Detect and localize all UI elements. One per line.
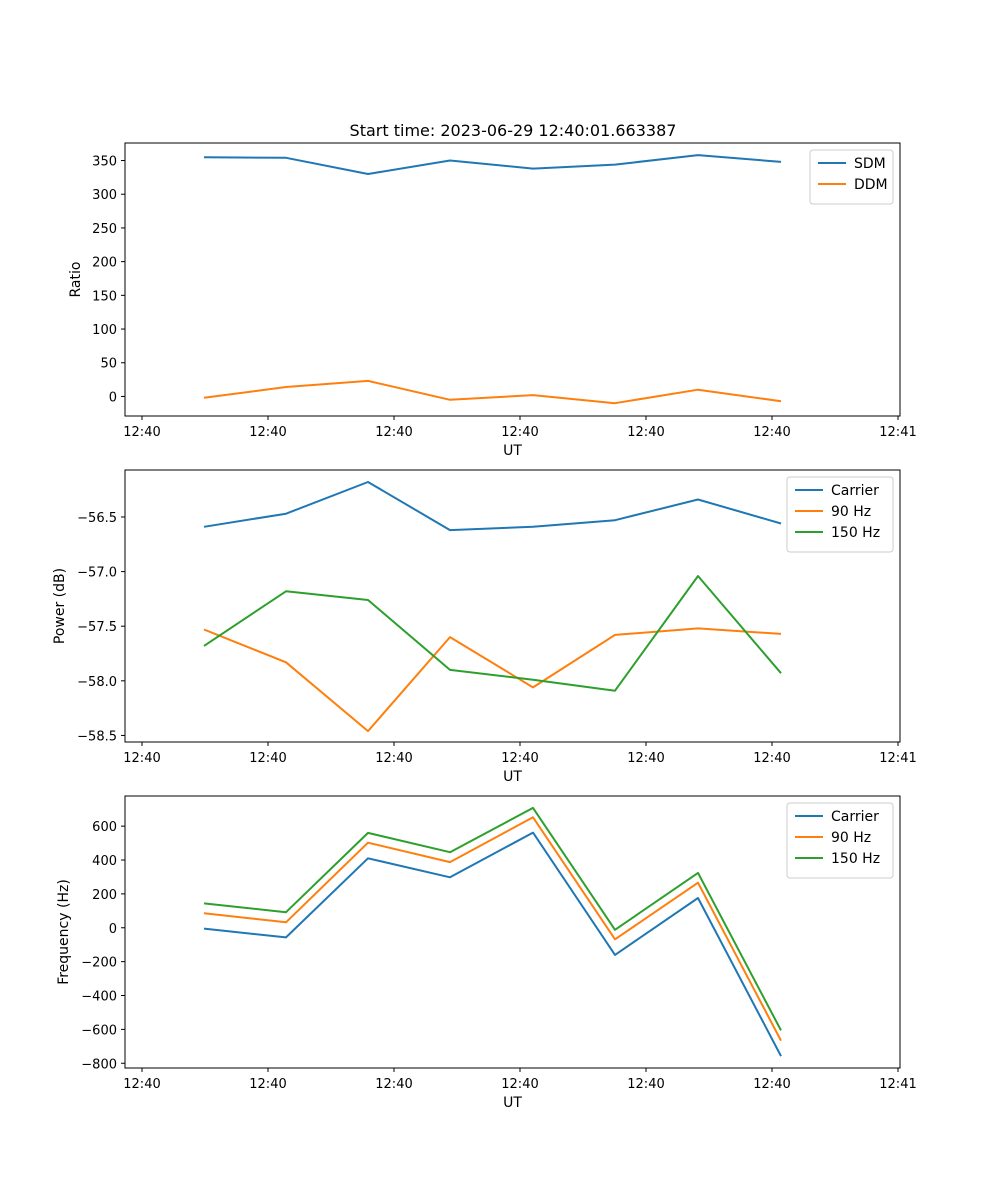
y-tick-label: 50 [100, 357, 117, 372]
series-line-90-hz [203, 627, 782, 733]
y-tick-label: 100 [92, 323, 117, 338]
plot-frame [124, 795, 901, 1069]
y-axis-label: Ratio [68, 262, 84, 298]
series-line-150-hz [203, 575, 782, 692]
series-line-carrier [203, 831, 782, 1057]
legend-label: DDM [854, 177, 888, 193]
x-tick-label: 12:40 [249, 751, 286, 766]
x-tick-label: 12:40 [123, 425, 160, 440]
x-tick-label: 12:40 [375, 751, 412, 766]
x-axis-label: UT [503, 769, 522, 785]
x-tick-label: 12:40 [753, 751, 790, 766]
x-tick-label: 12:40 [627, 425, 664, 440]
x-tick-label: 12:40 [627, 1077, 664, 1092]
y-tick-label: −56.5 [77, 511, 117, 526]
y-tick-label: −58.5 [77, 729, 117, 744]
y-axis-label: Power (dB) [52, 568, 68, 644]
y-tick-label: 600 [92, 820, 117, 835]
chart-title: Start time: 2023-06-29 12:40:01.663387 [350, 121, 677, 140]
chart-panel-1: 12:40 12:40 12:40 12:40 12:40 12:40 12:41 0 50 10… [68, 142, 917, 459]
series-line-150-hz [203, 806, 782, 1031]
legend-label: 90 Hz [831, 504, 871, 520]
x-tick-label: 12:40 [123, 1077, 160, 1092]
legend: SDM DDM [809, 149, 894, 205]
x-tick-label: 12:40 [627, 751, 664, 766]
legend-frame [786, 476, 894, 553]
plot-frame [124, 142, 901, 417]
legend: Carrier 90 Hz 150 Hz [786, 802, 894, 879]
x-tick-label: 12:40 [753, 425, 790, 440]
chart-panel-2: 12:40 12:40 12:40 12:40 12:40 12:40 12:41 −58.5… [52, 469, 917, 785]
x-tick-label: 12:40 [249, 425, 286, 440]
y-tick-label: −200 [81, 956, 117, 971]
y-tick-label: −600 [81, 1023, 117, 1038]
legend: Carrier 90 Hz 150 Hz [786, 476, 894, 553]
plot-frame [124, 469, 901, 743]
x-tick-label: 12:40 [375, 1077, 412, 1092]
legend-label: 150 Hz [831, 525, 880, 541]
y-axis-label: Frequency (Hz) [56, 879, 72, 985]
x-tick-label: 12:40 [501, 751, 538, 766]
y-tick-label: 400 [92, 854, 117, 869]
x-tick-label: 12:41 [879, 425, 916, 440]
x-tick-label: 12:40 [249, 1077, 286, 1092]
y-tick-label: 200 [92, 888, 117, 903]
x-tick-label: 12:40 [375, 425, 412, 440]
y-tick-label: −57.5 [77, 620, 117, 635]
x-tick-label: 12:41 [879, 1077, 916, 1092]
series-line-90-hz [203, 816, 782, 1042]
x-tick-label: 12:40 [753, 1077, 790, 1092]
y-tick-label: −800 [81, 1057, 117, 1072]
legend-label: 90 Hz [831, 830, 871, 846]
series-line-carrier [203, 481, 782, 532]
legend-label: 150 Hz [831, 851, 880, 867]
x-tick-label: 12:41 [879, 751, 916, 766]
x-tick-label: 12:40 [501, 425, 538, 440]
x-tick-label: 12:40 [123, 751, 160, 766]
y-tick-label: 0 [109, 390, 117, 405]
y-tick-label: 350 [92, 155, 117, 170]
x-axis-label: UT [503, 1095, 522, 1111]
chart-panel-3: 12:40 12:40 12:40 12:40 12:40 12:40 12:41 −800 −… [56, 795, 917, 1111]
legend-label: Carrier [831, 483, 879, 499]
y-tick-label: −57.0 [77, 566, 117, 581]
y-tick-label: −400 [81, 990, 117, 1005]
legend-label: Carrier [831, 809, 879, 825]
legend-label: SDM [854, 156, 886, 172]
series-line-sdm [203, 154, 782, 175]
y-tick-label: 200 [92, 256, 117, 271]
y-tick-label: 300 [92, 188, 117, 203]
x-tick-label: 12:40 [501, 1077, 538, 1092]
series-line-ddm [203, 379, 782, 405]
y-tick-label: 150 [92, 289, 117, 304]
y-tick-label: 250 [92, 222, 117, 237]
legend-frame [786, 802, 894, 879]
x-axis-label: UT [503, 443, 522, 459]
y-tick-label: −58.0 [77, 675, 117, 690]
y-tick-label: 0 [109, 922, 117, 937]
